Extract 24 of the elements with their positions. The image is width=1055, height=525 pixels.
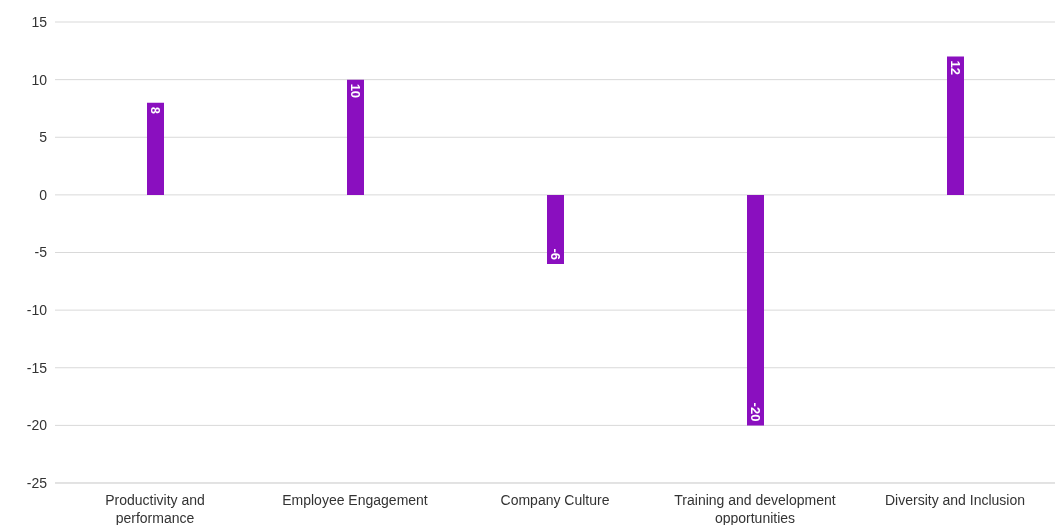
x-tick-label: Diversity and Inclusion bbox=[884, 492, 1026, 508]
y-tick-label: -10 bbox=[26, 302, 48, 319]
y-tick-label: 15 bbox=[31, 13, 48, 30]
bar bbox=[947, 56, 964, 195]
bar bbox=[147, 102, 164, 195]
x-tick-label: Company Culture bbox=[500, 492, 610, 508]
bar bbox=[747, 194, 764, 426]
y-tick-label: -15 bbox=[26, 359, 48, 376]
bar bbox=[547, 194, 564, 265]
x-tick-label: Productivity and performance bbox=[105, 492, 205, 525]
data-label: 8 bbox=[148, 106, 163, 114]
y-tick-label: 5 bbox=[39, 129, 48, 146]
y-tick-label: 0 bbox=[39, 186, 48, 203]
data-label: -6 bbox=[548, 248, 563, 261]
y-tick-label: -20 bbox=[26, 417, 48, 434]
y-tick-label: -25 bbox=[26, 474, 48, 491]
x-tick-label: Employee Engagement bbox=[282, 492, 428, 508]
y-tick-label: -5 bbox=[34, 244, 48, 261]
y-tick-label: 10 bbox=[31, 71, 48, 88]
data-label: 12 bbox=[948, 60, 963, 76]
bar bbox=[347, 79, 364, 195]
data-label: -20 bbox=[748, 402, 763, 422]
x-tick-label: Training and development opportunities bbox=[674, 492, 836, 525]
data-label: 10 bbox=[348, 83, 363, 99]
